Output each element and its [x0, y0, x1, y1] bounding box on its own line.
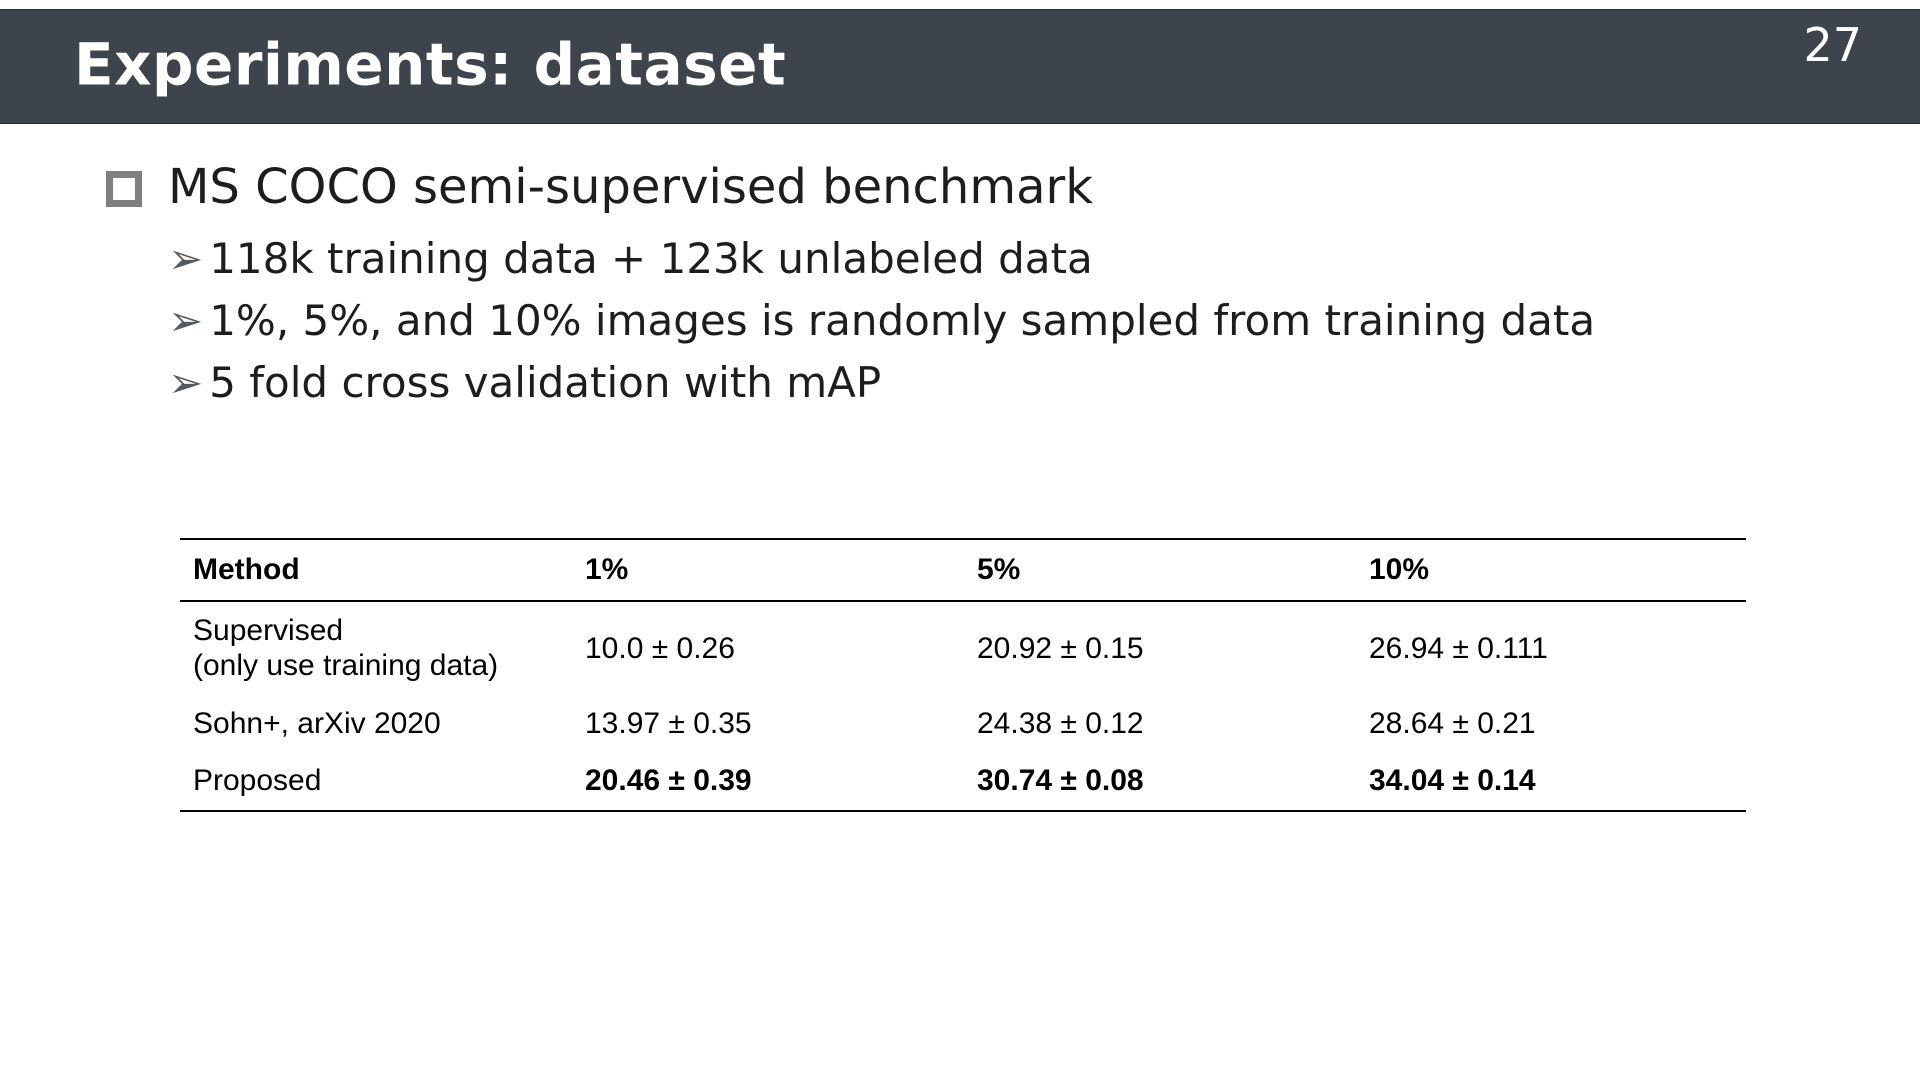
main-bullet-text: MS COCO semi-supervised benchmark — [168, 159, 1094, 215]
arrow-bullet-icon: ➢ — [168, 234, 204, 283]
table-header-row: Method 1% 5% 10% — [180, 539, 1746, 602]
sub-bullet-text: 5 fold cross validation with mAP — [209, 358, 882, 407]
column-header-method: Method — [180, 539, 585, 602]
sub-bullet-list: ➢ 118k training data + 123k unlabeled dat… — [168, 228, 1595, 414]
method-note: (only use training data) — [193, 649, 499, 683]
value-cell: 30.74 ± 0.08 — [977, 764, 1144, 798]
sub-bullet: ➢ 118k training data + 123k unlabeled dat… — [168, 228, 1595, 290]
main-bullet: MS COCO semi-supervised benchmark — [106, 159, 1094, 215]
value-cell: 34.04 ± 0.14 — [1369, 764, 1536, 798]
value-cell: 10.0 ± 0.26 — [585, 631, 735, 665]
value-cell: 28.64 ± 0.21 — [1369, 706, 1536, 740]
page-number: 27 — [1803, 18, 1862, 72]
method-cell: Proposed — [180, 752, 585, 810]
method-cell: Sohn+, arXiv 2020 — [180, 695, 585, 752]
column-header-1pct: 1% — [585, 539, 977, 602]
slide-title: Experiments: dataset — [74, 29, 787, 98]
value-cell: 20.92 ± 0.15 — [977, 631, 1144, 665]
arrow-bullet-icon: ➢ — [168, 296, 204, 345]
table-row: Proposed 20.46 ± 0.39 30.74 ± 0.08 34.04… — [180, 752, 1746, 810]
square-bullet-icon — [106, 170, 142, 207]
value-cell: 26.94 ± 0.111 — [1369, 631, 1548, 665]
table-row: Supervised (only use training data) 10.0… — [180, 601, 1746, 695]
sub-bullet-text: 118k training data + 123k unlabeled data — [209, 234, 1093, 283]
value-cell: 13.97 ± 0.35 — [585, 706, 752, 740]
sub-bullet: ➢ 1%, 5%, and 10% images is randomly samp… — [168, 290, 1595, 352]
value-cell: 24.38 ± 0.12 — [977, 706, 1144, 740]
arrow-bullet-icon: ➢ — [168, 358, 204, 407]
method-name: Proposed — [193, 764, 322, 798]
column-header-5pct: 5% — [977, 539, 1369, 602]
value-cell: 20.46 ± 0.39 — [585, 764, 752, 798]
column-header-10pct: 10% — [1369, 539, 1746, 602]
sub-bullet-text: 1%, 5%, and 10% images is randomly sampl… — [209, 296, 1596, 345]
results-table: Method 1% 5% 10% Supervised (only use tr… — [180, 538, 1746, 812]
sub-bullet: ➢ 5 fold cross validation with mAP — [168, 352, 1595, 414]
title-bar: Experiments: dataset 27 — [0, 9, 1920, 124]
method-name: Supervised — [193, 614, 344, 647]
method-name: Sohn+, arXiv 2020 — [193, 706, 441, 740]
table-row: Sohn+, arXiv 2020 13.97 ± 0.35 24.38 ± 0… — [180, 695, 1746, 752]
method-cell: Supervised (only use training data) — [180, 601, 585, 695]
